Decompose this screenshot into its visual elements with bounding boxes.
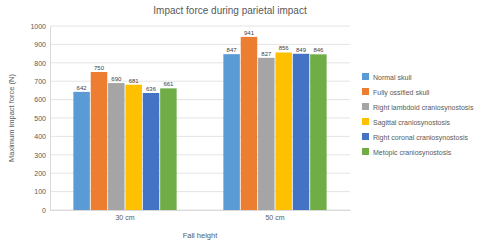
- y-tick: 200: [34, 170, 50, 177]
- plot-area: 0 100 200 300 400 500 600 700 800 900 1000 30 cm 50 …: [30, 23, 350, 221]
- data-label: 750: [94, 65, 105, 71]
- y-tick: 700: [34, 78, 50, 85]
- legend-item: Metopic craniosynostosis: [362, 148, 452, 157]
- grid: [50, 26, 350, 210]
- legend-swatch: [362, 118, 369, 125]
- y-tick-label: 800: [34, 60, 46, 67]
- grid-line: [50, 26, 350, 27]
- legend-label: Normal skull: [373, 74, 412, 81]
- bar: [125, 85, 141, 210]
- y-tick: 900: [34, 41, 50, 48]
- chart: 0 100 200 300 400 500 600 700 800 900 1000 30 cm 50 …: [0, 0, 500, 250]
- y-tick: 500: [34, 115, 50, 122]
- data-label: 681: [129, 78, 140, 84]
- legend-swatch: [362, 88, 369, 95]
- legend-label: Right lambdoid craniosynostosis: [373, 104, 474, 112]
- x-axis-line: [51, 210, 351, 211]
- data-label: 827: [261, 51, 272, 57]
- y-tick: 600: [34, 96, 50, 103]
- y-tick: 800: [34, 60, 50, 67]
- data-label: 849: [296, 47, 307, 53]
- y-tick: 300: [34, 152, 50, 159]
- y-tick-label: 300: [34, 152, 46, 159]
- bar: [143, 93, 159, 210]
- x-tick-label: 50 cm: [265, 214, 284, 221]
- y-tick-label: 200: [34, 170, 46, 177]
- legend-item: Sagittal craniosynostosis: [362, 118, 451, 127]
- bar: [73, 92, 89, 210]
- y-tick-label: 600: [34, 96, 46, 103]
- data-labels: 642 847 750 941 690 827 681 856 636 849 661 846: [77, 30, 324, 92]
- bar: [310, 54, 326, 210]
- y-axis: 0 100 200 300 400 500 600 700 800 900 1000: [30, 23, 50, 214]
- y-tick: 100: [34, 188, 50, 195]
- y-tick-label: 1000: [30, 23, 46, 30]
- bar: [91, 72, 107, 210]
- bars: [73, 37, 326, 210]
- bar: [223, 54, 239, 210]
- y-tick-label: 400: [34, 133, 46, 140]
- x-tick-label: 30 cm: [115, 214, 134, 221]
- data-label: 661: [163, 81, 174, 87]
- y-tick-label: 500: [34, 115, 46, 122]
- legend-label: Metopic craniosynostosis: [373, 149, 452, 157]
- x-tick: 50 cm: [265, 210, 284, 221]
- y-axis-title: Maximum impact force (N): [7, 74, 16, 162]
- y-tick-label: 0: [42, 207, 46, 214]
- x-axis-title: Fall height: [183, 231, 219, 240]
- legend-swatch: [362, 73, 369, 80]
- bar: [293, 54, 309, 210]
- legend-item: Right lambdoid craniosynostosis: [362, 103, 474, 112]
- bar: [108, 83, 124, 210]
- data-label: 856: [279, 45, 290, 51]
- title: Impact force during parietal impact: [153, 5, 307, 16]
- y-tick: 1000: [30, 23, 50, 30]
- bar: [275, 52, 291, 210]
- data-label: 846: [313, 47, 324, 53]
- legend-item: Fully ossified skull: [362, 88, 430, 97]
- bar: [258, 58, 274, 210]
- legend-label: Sagittal craniosynostosis: [373, 119, 451, 127]
- x-axis: 30 cm 50 cm: [51, 210, 351, 221]
- x-tick: 30 cm: [115, 210, 134, 221]
- legend-swatch: [362, 103, 369, 110]
- legend-item: Right coronal craniosynostosis: [362, 133, 468, 142]
- legend: Normal skull Fully ossified skull Right la…: [362, 73, 474, 157]
- y-axis-line: [50, 27, 51, 211]
- legend-swatch: [362, 148, 369, 155]
- bar: [241, 37, 257, 210]
- y-tick: 400: [34, 133, 50, 140]
- legend-label: Fully ossified skull: [373, 89, 430, 97]
- data-label: 636: [146, 86, 157, 92]
- y-tick-label: 100: [34, 188, 46, 195]
- data-label: 941: [244, 30, 255, 36]
- y-tick: 0: [42, 207, 50, 214]
- bar: [160, 88, 176, 210]
- y-tick-label: 900: [34, 41, 46, 48]
- data-label: 642: [77, 85, 88, 91]
- legend-item: Normal skull: [362, 73, 412, 81]
- legend-label: Right coronal craniosynostosis: [373, 134, 468, 142]
- legend-swatch: [362, 133, 369, 140]
- y-tick-label: 700: [34, 78, 46, 85]
- data-label: 847: [227, 47, 238, 53]
- data-label: 690: [111, 76, 122, 82]
- grid-line: [50, 44, 350, 45]
